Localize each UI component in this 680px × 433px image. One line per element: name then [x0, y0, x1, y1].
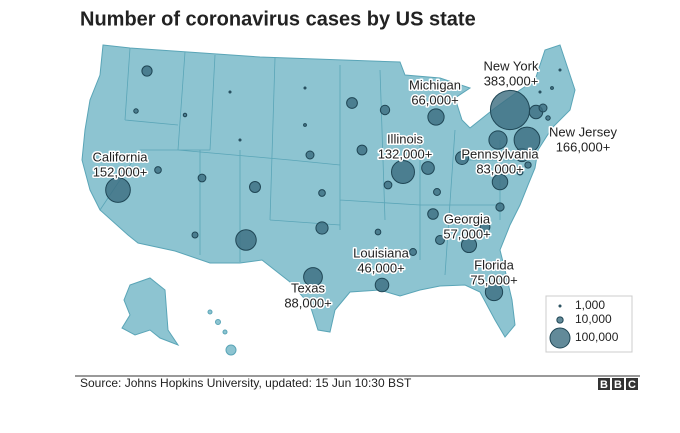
case-bubble [391, 160, 415, 184]
case-label: 132,000+ [378, 146, 433, 161]
case-bubble [558, 68, 562, 72]
case-bubble [516, 168, 524, 176]
case-bubble [524, 161, 532, 169]
case-bubble [489, 89, 531, 131]
case-bubble [238, 138, 242, 142]
legend-bubble [556, 316, 564, 324]
case-bubble [479, 221, 491, 233]
case-bubble [484, 282, 504, 302]
case-label: 88,000+ [284, 295, 331, 310]
case-bubble [460, 236, 478, 254]
case-bubble [435, 235, 445, 245]
state-name: California [93, 149, 149, 164]
case-bubble [346, 97, 358, 109]
case-bubble [303, 86, 307, 90]
case-bubble [545, 115, 551, 121]
logo-letter: C [628, 379, 636, 391]
case-bubble [538, 90, 542, 94]
case-label: 166,000+ [556, 139, 611, 154]
logo-block [626, 378, 638, 390]
case-bubble [495, 202, 505, 212]
case-bubble [191, 231, 199, 239]
us-mainland [81, 44, 576, 338]
case-bubble [455, 151, 469, 165]
state-name: Georgia [444, 211, 491, 226]
alaska [121, 277, 180, 347]
legend-label: 100,000 [575, 330, 619, 344]
case-bubble [427, 108, 445, 126]
case-bubble [154, 166, 162, 174]
case-label: 83,000+ [476, 161, 523, 176]
case-label: 75,000+ [470, 272, 517, 287]
case-label: 57,000+ [443, 226, 490, 241]
legend-bubble [558, 304, 562, 308]
logo-letter: B [600, 379, 608, 391]
state-name: Louisiana [353, 245, 409, 260]
case-label: 46,000+ [357, 260, 404, 275]
case-bubble [491, 173, 509, 191]
case-bubble [550, 86, 554, 90]
case-bubble [513, 126, 541, 154]
case-bubble [228, 90, 232, 94]
title: Number of coronavirus cases by US state [80, 8, 476, 30]
case-bubble [141, 65, 153, 77]
state-name: Illinois [387, 131, 424, 146]
source: Source: Johns Hopkins University, update… [80, 376, 412, 390]
case-bubble [488, 130, 508, 150]
state-name: Florida [474, 257, 515, 272]
case-bubble [197, 173, 207, 183]
legend-label: 10,000 [575, 312, 612, 326]
legend-label: 1,000 [575, 298, 605, 312]
case-bubble [383, 180, 393, 190]
case-bubble [305, 150, 315, 160]
legend-bubble [549, 327, 571, 349]
case-bubble [235, 229, 257, 251]
case-bubble [379, 104, 391, 116]
state-name: Michigan [409, 77, 461, 92]
case-bubble [182, 112, 188, 118]
case-bubble [538, 103, 548, 113]
state-name: New York [484, 58, 539, 73]
case-label: 66,000+ [411, 92, 458, 107]
case-label: 383,000+ [484, 73, 539, 88]
case-bubble [421, 161, 435, 175]
case-bubble [409, 248, 417, 256]
case-bubble [318, 189, 326, 197]
logo-block [598, 378, 610, 390]
case-bubble [356, 144, 368, 156]
case-bubble [133, 108, 139, 114]
state-name: New Jersey [549, 124, 617, 139]
case-bubble [303, 267, 323, 287]
case-bubble [427, 208, 439, 220]
case-bubble [374, 277, 390, 293]
case-bubble [105, 177, 131, 203]
logo-block [612, 378, 624, 390]
logo-letter: B [614, 379, 622, 391]
case-bubble [315, 221, 329, 235]
case-bubble [433, 188, 441, 196]
state-name: Texas [291, 280, 325, 295]
case-bubble [303, 123, 307, 127]
state-name: Pennsylvania [461, 146, 539, 161]
case-bubble [249, 181, 261, 193]
case-bubble [374, 228, 382, 236]
hawaii [207, 309, 237, 356]
case-label: 152,000+ [93, 164, 148, 179]
